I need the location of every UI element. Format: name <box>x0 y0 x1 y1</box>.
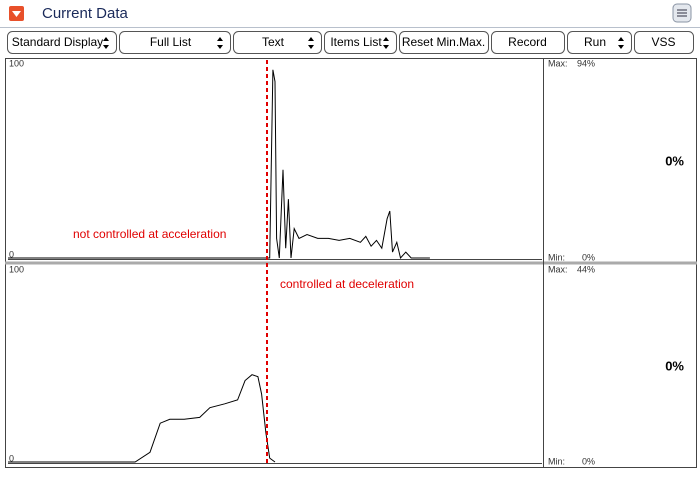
button-frame[interactable] <box>324 31 397 54</box>
panel-title: Current Data <box>42 5 129 22</box>
toolbar-button[interactable]: Items List <box>324 31 397 54</box>
y-tick-label: 100 <box>9 58 24 68</box>
trace <box>8 374 276 463</box>
annotation: not controlled at acceleration <box>73 227 226 241</box>
button-frame[interactable] <box>567 31 632 54</box>
max-value: 44% <box>577 264 595 274</box>
toolbar-button[interactable]: Reset Min.Max. <box>399 31 489 54</box>
button-label: Record <box>508 35 547 49</box>
charts: 0 100 not controlled at acceleration Max: 94… <box>8 58 684 466</box>
current-value: 0% <box>665 153 684 168</box>
min-label: Min: <box>548 252 565 262</box>
y-tick-label: 0 <box>9 453 14 463</box>
y-tick-label: 100 <box>9 264 24 274</box>
dropdown-arrows <box>103 37 109 49</box>
current-value: 0% <box>665 358 684 373</box>
annotation: controlled at deceleration <box>280 277 414 291</box>
toolbar-button[interactable]: Record <box>491 31 565 54</box>
trace <box>8 69 430 260</box>
button-label: VSS <box>651 35 675 49</box>
min-label: Min: <box>548 456 565 466</box>
button-frame[interactable] <box>233 31 322 54</box>
dropdown-arrows <box>217 37 223 49</box>
button-label: Items List <box>330 35 382 49</box>
button-label: Standard Display <box>12 35 103 49</box>
button-frame[interactable] <box>7 31 117 54</box>
button-label: Run <box>584 35 606 49</box>
toolbar-button[interactable]: Text <box>233 31 322 54</box>
toolbar-button[interactable]: Full List <box>119 31 231 54</box>
button-frame[interactable] <box>119 31 231 54</box>
toolbar: Standard Display Full List Text Items List R… <box>7 31 694 54</box>
button-label: Reset Min.Max. <box>402 35 485 49</box>
toolbar-button[interactable]: VSS <box>634 31 694 54</box>
max-label: Max: <box>548 264 568 274</box>
button-frame[interactable] <box>634 31 694 54</box>
toolbar-button[interactable]: Standard Display <box>7 31 117 54</box>
button-frame[interactable] <box>491 31 565 54</box>
dropdown-arrows <box>618 37 624 49</box>
button-frame[interactable] <box>399 31 489 54</box>
button-label: Text <box>262 35 285 49</box>
y-tick-label: 0 <box>9 249 14 259</box>
min-value: 0% <box>582 456 595 466</box>
menu-icon <box>677 9 687 17</box>
collapse-icon <box>12 11 21 17</box>
max-value: 94% <box>577 58 595 68</box>
dropdown-arrows <box>308 37 314 49</box>
button-label: Full List <box>150 35 192 49</box>
dropdown-arrows <box>383 37 389 49</box>
toolbar-button[interactable]: Run <box>567 31 632 54</box>
max-label: Max: <box>548 58 568 68</box>
min-value: 0% <box>582 252 595 262</box>
